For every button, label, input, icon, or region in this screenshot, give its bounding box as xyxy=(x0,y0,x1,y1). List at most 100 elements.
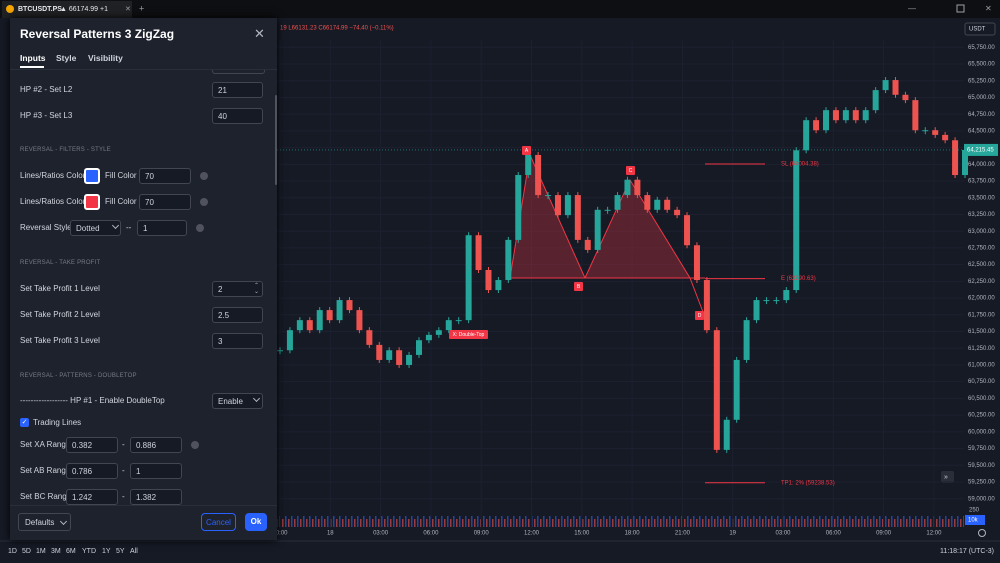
range-button[interactable]: 1D xyxy=(8,548,17,555)
ohlc-legend: 19 L66131.23 C66174.99 −74.40 (−0.11%) xyxy=(280,26,394,32)
field-label: Reversal Style xyxy=(20,223,72,232)
dialog-close[interactable]: ✕ xyxy=(254,26,265,41)
candle xyxy=(435,330,442,335)
candle xyxy=(296,320,303,331)
candle xyxy=(693,245,700,281)
dialog-tab[interactable]: Style xyxy=(56,53,77,63)
input[interactable]: 70 xyxy=(139,194,191,210)
fill-label: Fill Color xyxy=(105,197,137,206)
new-tab[interactable]: + xyxy=(139,3,144,13)
select[interactable]: Dotted xyxy=(70,220,121,236)
candle xyxy=(892,80,899,95)
input[interactable]: 1 xyxy=(130,463,182,479)
checkbox[interactable]: ✓ xyxy=(20,418,29,427)
candle xyxy=(366,330,373,345)
y-tick-label: 62,500.00 xyxy=(968,262,995,268)
candle xyxy=(942,134,949,141)
tab-close[interactable]: ✕ xyxy=(125,6,131,13)
input[interactable]: 3 xyxy=(212,333,263,349)
input[interactable]: 2.5 xyxy=(212,307,263,323)
range-button[interactable]: 1M xyxy=(36,548,46,555)
input[interactable]: 0.786 xyxy=(66,463,118,479)
window-maximize[interactable] xyxy=(956,4,965,13)
range-button[interactable]: YTD xyxy=(82,548,96,555)
currency: USDT xyxy=(969,27,986,33)
dialog-tab[interactable]: Visibility xyxy=(88,53,123,63)
range-button[interactable]: 5D xyxy=(22,548,31,555)
input[interactable]: 1 xyxy=(137,220,187,236)
y-tick-label: 62,000.00 xyxy=(968,296,995,302)
currency-select[interactable] xyxy=(964,22,996,36)
input[interactable]: 70 xyxy=(139,168,191,184)
select[interactable]: Enable xyxy=(212,393,263,409)
input[interactable]: 1.382 xyxy=(130,489,182,505)
y-tick-label: 64,500.00 xyxy=(968,128,995,134)
level-label: E (62290.63) xyxy=(781,276,816,282)
y-tick-label: 65,000.00 xyxy=(968,95,995,101)
section-heading: REVERSAL - PATTERNS - DOUBLETOP xyxy=(20,373,137,379)
x-tick-label: 06:00 xyxy=(826,531,842,537)
settings-icon[interactable] xyxy=(978,529,986,537)
window-minimize[interactable]: — xyxy=(908,4,916,13)
range-button[interactable]: 5Y xyxy=(116,548,125,555)
tab-underline xyxy=(20,66,44,68)
input[interactable]: 40 xyxy=(212,108,263,124)
candle xyxy=(316,310,323,331)
section-heading: REVERSAL - TAKE PROFIT xyxy=(20,260,101,266)
candle xyxy=(674,209,681,216)
range-button[interactable]: All xyxy=(130,548,138,555)
candle xyxy=(703,280,710,331)
pattern-point-label: A xyxy=(525,148,529,154)
info-icon[interactable] xyxy=(191,441,199,449)
candle xyxy=(277,350,283,352)
input-partial[interactable] xyxy=(212,70,265,74)
field-label: Lines/Ratios Color xyxy=(20,171,86,180)
pattern-point-box xyxy=(695,311,704,320)
input[interactable]: 2 xyxy=(212,281,263,297)
ok-button[interactable]: Ok xyxy=(245,513,267,531)
candle xyxy=(525,154,532,176)
y-tick-label: 59,500.00 xyxy=(968,463,995,469)
candle xyxy=(584,239,591,250)
dialog-tab[interactable]: Inputs xyxy=(20,53,46,63)
range-separator: - xyxy=(122,440,125,449)
y-tick-label: 62,250.00 xyxy=(968,279,995,285)
x-tick-label: 06:00 xyxy=(423,531,439,537)
range-button[interactable]: 3M xyxy=(51,548,61,555)
x-tick-label: 21:00 xyxy=(675,531,691,537)
tab-price: ▲ 66174.99 +1 xyxy=(60,6,108,13)
input[interactable]: 1.242 xyxy=(66,489,118,505)
y-tick-label: 59,250.00 xyxy=(968,480,995,486)
pattern-point-label: C xyxy=(629,168,633,174)
info-icon[interactable] xyxy=(196,224,204,232)
candle xyxy=(832,110,839,121)
input[interactable]: 21 xyxy=(212,82,263,98)
candle xyxy=(415,340,422,355)
color-swatch[interactable] xyxy=(84,168,100,184)
range-button[interactable]: 1Y xyxy=(102,548,111,555)
y-tick-label: 59,750.00 xyxy=(968,446,995,452)
fill-label: Fill Color xyxy=(105,171,137,180)
candle xyxy=(882,80,889,91)
scroll-right[interactable] xyxy=(941,471,954,483)
field-label: Set Take Profit 2 Level xyxy=(20,310,100,319)
candle xyxy=(733,359,740,420)
range-button[interactable]: 6M xyxy=(66,548,76,555)
input[interactable]: 0.382 xyxy=(66,437,118,453)
info-icon[interactable] xyxy=(200,198,208,206)
tab-title: BTCUSDT.PS xyxy=(18,6,62,13)
info-icon[interactable] xyxy=(200,172,208,180)
browser-tab[interactable] xyxy=(2,1,132,18)
checkbox-label: Trading Lines xyxy=(33,418,82,427)
candle xyxy=(684,215,691,246)
color-swatch[interactable] xyxy=(84,194,100,210)
candle xyxy=(515,175,522,240)
candle xyxy=(604,209,611,211)
window-close[interactable]: ✕ xyxy=(985,4,992,13)
input[interactable]: 0.886 xyxy=(130,437,182,453)
cancel-button[interactable]: Cancel xyxy=(201,513,236,531)
defaults-select[interactable]: Defaults xyxy=(18,513,71,531)
section-heading: REVERSAL - FILTERS - STYLE xyxy=(20,147,111,153)
scrollbar[interactable] xyxy=(275,95,277,185)
y-tick-label: 65,750.00 xyxy=(968,45,995,51)
